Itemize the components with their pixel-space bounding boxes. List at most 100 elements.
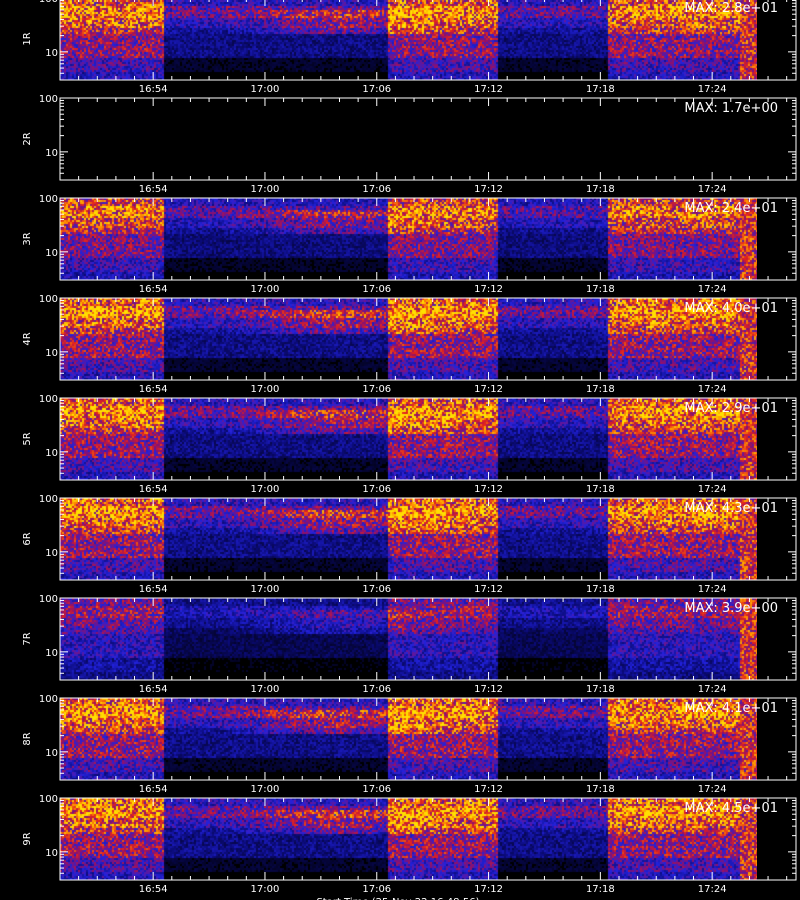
panel-label: 4R bbox=[22, 332, 33, 345]
x-tick-label: 17:06 bbox=[362, 684, 391, 695]
max-label: MAX: 1.7e+00 bbox=[684, 101, 778, 116]
x-tick-label: 17:00 bbox=[251, 884, 280, 895]
panel-8r: 100 10 16:54 17:00 17:06 17:12 17:18 17:24 8R MAX… bbox=[22, 694, 797, 795]
x-tick-label: 17:24 bbox=[698, 784, 727, 795]
heatmap-7r bbox=[60, 598, 757, 680]
y-tick-label: 10 bbox=[45, 548, 58, 559]
x-tick-label: 17:18 bbox=[586, 84, 615, 95]
max-label: MAX: 4.3e+01 bbox=[684, 501, 778, 516]
panel-label: 6R bbox=[22, 532, 33, 545]
x-tick-label: 17:06 bbox=[362, 484, 391, 495]
x-tick-label: 17:24 bbox=[698, 84, 727, 95]
x-tick-label: 16:54 bbox=[139, 684, 168, 695]
x-tick-label: 17:12 bbox=[474, 184, 503, 195]
x-tick-label: 17:00 bbox=[251, 684, 280, 695]
x-tick-label: 17:12 bbox=[474, 384, 503, 395]
panel-6r: 100 10 16:54 17:00 17:06 17:12 17:18 17:24 6R MAX… bbox=[22, 494, 797, 595]
x-tick-label: 17:00 bbox=[251, 584, 280, 595]
plot-frame bbox=[59, 397, 797, 481]
x-tick-label: 17:12 bbox=[474, 884, 503, 895]
x-tick-label: 16:54 bbox=[139, 384, 168, 395]
x-tick-label: 16:54 bbox=[139, 84, 168, 95]
x-tick-label: 17:00 bbox=[251, 184, 280, 195]
panel-label: 3R bbox=[22, 232, 33, 245]
y-tick-label: 100 bbox=[39, 394, 58, 405]
x-tick-label: 17:06 bbox=[362, 284, 391, 295]
x-tick-label: 17:06 bbox=[362, 384, 391, 395]
panel-2r: 100 10 16:54 17:00 17:06 17:12 17:18 17:24 2R MAX… bbox=[22, 94, 797, 195]
heatmap-6r bbox=[60, 498, 757, 580]
max-label: MAX: 4.1e+01 bbox=[684, 701, 778, 716]
x-tick-label: 17:24 bbox=[698, 184, 727, 195]
plot-frame bbox=[59, 497, 797, 581]
x-tick-label: 17:24 bbox=[698, 584, 727, 595]
x-tick-label: 17:18 bbox=[586, 684, 615, 695]
max-label: MAX: 4.5e+01 bbox=[684, 801, 778, 816]
x-tick-label: 17:18 bbox=[586, 484, 615, 495]
x-tick-label: 17:24 bbox=[698, 484, 727, 495]
plot-frame bbox=[59, 597, 797, 681]
panel-9r: 100 10 16:54 17:00 17:06 17:12 17:18 17:24 9R MAX… bbox=[22, 794, 797, 895]
heatmap-3r bbox=[60, 198, 757, 280]
x-tick-label: 17:00 bbox=[251, 84, 280, 95]
heatmap-4r bbox=[60, 298, 757, 380]
y-tick-label: 100 bbox=[39, 694, 58, 705]
x-tick-label: 17:18 bbox=[586, 784, 615, 795]
y-tick-label: 100 bbox=[39, 494, 58, 505]
panel-label: 8R bbox=[22, 732, 33, 745]
y-tick-label: 100 bbox=[39, 194, 58, 205]
y-tick-label: 100 bbox=[39, 294, 58, 305]
heatmap-2r bbox=[60, 98, 757, 180]
y-tick-label: 100 bbox=[39, 594, 58, 605]
max-label: MAX: 2.8e+01 bbox=[684, 1, 778, 16]
x-tick-label: 17:18 bbox=[586, 284, 615, 295]
y-tick-label: 100 bbox=[39, 94, 58, 105]
x-tick-label: 16:54 bbox=[139, 784, 168, 795]
x-tick-label: 17:00 bbox=[251, 284, 280, 295]
x-tick-label: 17:12 bbox=[474, 784, 503, 795]
x-tick-label: 17:12 bbox=[474, 484, 503, 495]
y-tick-label: 100 bbox=[39, 794, 58, 805]
x-tick-label: 16:54 bbox=[139, 184, 168, 195]
x-tick-label: 17:06 bbox=[362, 584, 391, 595]
x-tick-label: 17:18 bbox=[586, 584, 615, 595]
y-tick-label: 10 bbox=[45, 148, 58, 159]
x-tick-label: 17:12 bbox=[474, 584, 503, 595]
max-label: MAX: 4.0e+01 bbox=[684, 301, 778, 316]
x-tick-label: 17:18 bbox=[586, 184, 615, 195]
plot-frame bbox=[59, 97, 797, 181]
x-tick-label: 16:54 bbox=[139, 884, 168, 895]
plot-frame bbox=[59, 197, 797, 281]
panel-label: 2R bbox=[22, 132, 33, 145]
panel-7r: 100 10 16:54 17:00 17:06 17:12 17:18 17:24 7R MAX… bbox=[22, 594, 797, 695]
x-tick-label: 17:24 bbox=[698, 284, 727, 295]
x-tick-label: 17:24 bbox=[698, 684, 727, 695]
y-tick-label: 10 bbox=[45, 48, 58, 59]
y-tick-label: 10 bbox=[45, 748, 58, 759]
heatmap-8r bbox=[60, 698, 757, 780]
panel-label: 7R bbox=[22, 632, 33, 645]
x-tick-label: 17:06 bbox=[362, 884, 391, 895]
x-tick-label: 16:54 bbox=[139, 284, 168, 295]
x-tick-label: 17:24 bbox=[698, 384, 727, 395]
x-tick-label: 17:06 bbox=[362, 84, 391, 95]
footer-label: Start Time (25-Nov-22 16:48:56) bbox=[316, 897, 479, 900]
panel-1r: 100 10 16:54 17:00 17:06 17:12 17:18 17:24 1R MAX… bbox=[22, 0, 797, 95]
plot-frame bbox=[59, 797, 797, 881]
panel-5r: 100 10 16:54 17:00 17:06 17:12 17:18 17:24 5R MAX… bbox=[22, 394, 797, 495]
x-tick-label: 17:18 bbox=[586, 384, 615, 395]
y-tick-label: 10 bbox=[45, 448, 58, 459]
panel-label: 5R bbox=[22, 432, 33, 445]
panel-label: 9R bbox=[22, 832, 33, 845]
y-tick-label: 10 bbox=[45, 348, 58, 359]
x-tick-label: 17:00 bbox=[251, 484, 280, 495]
plot-frame bbox=[59, 0, 797, 81]
x-tick-label: 17:12 bbox=[474, 684, 503, 695]
panel-4r: 100 10 16:54 17:00 17:06 17:12 17:18 17:24 4R MAX… bbox=[22, 294, 797, 395]
y-tick-label: 10 bbox=[45, 648, 58, 659]
heatmap-9r bbox=[60, 798, 757, 880]
heatmap-5r bbox=[60, 398, 757, 480]
max-label: MAX: 3.9e+00 bbox=[684, 601, 778, 616]
x-tick-label: 16:54 bbox=[139, 484, 168, 495]
